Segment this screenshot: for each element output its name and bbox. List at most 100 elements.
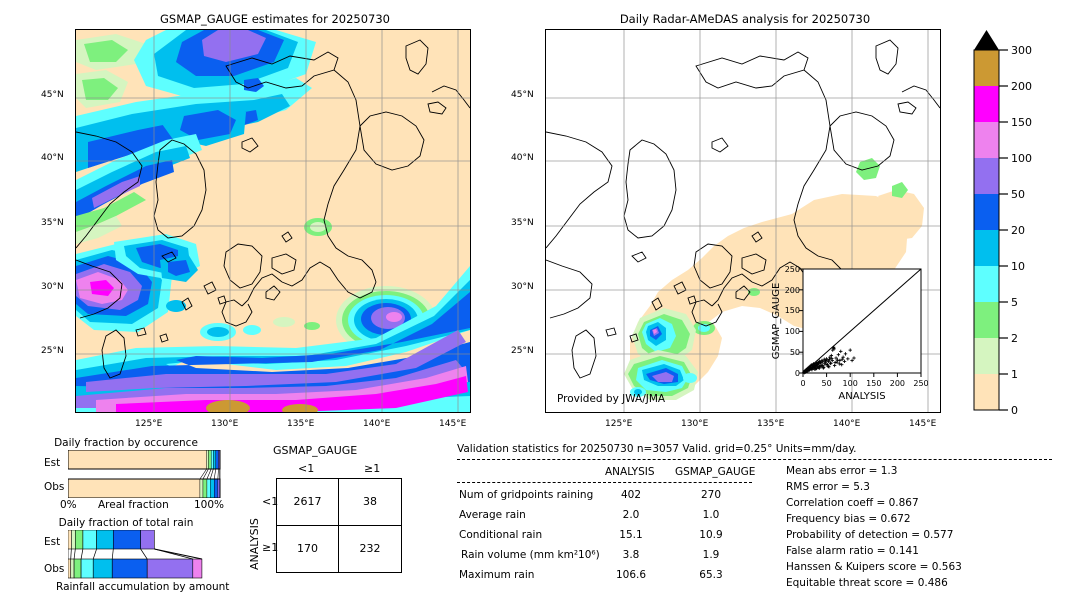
validation-row-analysis-4: 106.6: [615, 569, 647, 581]
validation-row-gsmap-3: 1.9: [702, 549, 720, 561]
contingency-row-group-label: ANALYSIS: [248, 518, 261, 570]
right-lon-tick-140: 140°E: [833, 419, 861, 429]
right-lat-tick-35: 35°N: [511, 218, 534, 228]
validation-col-rule: [457, 482, 752, 483]
left-lat-tick-35: 35°N: [41, 218, 64, 228]
left-lat-tick-40: 40°N: [41, 153, 64, 163]
svg-text:200: 200: [890, 379, 905, 388]
validation-row-gsmap-1: 1.0: [702, 509, 720, 521]
validation-score-4: Probability of detection = 0.577: [786, 529, 954, 541]
gsmap-gauge-map: [75, 29, 471, 413]
scatter-inset: 250 200 150 100 50 0 0 50 100 150 200 250 ANAL…: [765, 263, 930, 413]
svg-text:0: 0: [1011, 404, 1018, 417]
svg-text:100: 100: [785, 327, 800, 336]
right-panel-title: Daily Radar-AMeDAS analysis for 20250730: [619, 12, 871, 26]
validation-score-3: Frequency bias = 0.672: [786, 513, 911, 525]
svg-text:2: 2: [1011, 332, 1018, 345]
left-lon-tick-130: 130°E: [211, 419, 239, 429]
svg-text:50: 50: [790, 348, 800, 357]
precipitation-colorbar: 300 200 150 100 50 20 10 5 2 1 0: [966, 28, 1076, 420]
validation-score-2: Correlation coeff = 0.867: [786, 497, 919, 509]
occurrence-bars: [68, 450, 221, 498]
validation-score-7: Equitable threat score = 0.486: [786, 577, 948, 589]
right-lon-tick-130: 130°E: [681, 419, 709, 429]
left-lon-tick-145: 145°E: [439, 419, 467, 429]
validation-row-label-1: Average rain: [459, 509, 526, 521]
right-lat-tick-45: 45°N: [511, 90, 534, 100]
contingency-cell-0-1: 38: [339, 479, 401, 526]
validation-row-analysis-0: 402: [620, 489, 642, 501]
contingency-row-header-1: ≥1: [262, 541, 279, 554]
data-credit: Provided by JWA/JMA: [557, 393, 666, 405]
total-rain-bars-svg: [68, 530, 203, 579]
total-rain-row-label-est: Est: [44, 536, 61, 548]
validation-row-label-0: Num of gridpoints raining: [459, 489, 594, 501]
validation-row-gsmap-4: 65.3: [699, 569, 723, 581]
validation-header: Validation statistics for 20250730 n=305…: [457, 443, 857, 455]
validation-row-label-4: Maximum rain: [459, 569, 535, 581]
svg-text:300: 300: [1011, 44, 1032, 57]
svg-text:200: 200: [1011, 80, 1032, 93]
scatter-ylabel: GSMAP_GAUGE: [771, 283, 782, 360]
validation-score-6: Hanssen & Kuipers score = 0.563: [786, 561, 962, 573]
left-lat-tick-30: 30°N: [41, 282, 64, 292]
colorbar-over-arrow: [974, 30, 999, 50]
total-rain-row-label-obs: Obs: [44, 563, 65, 575]
validation-row-label-2: Conditional rain: [459, 529, 543, 541]
validation-col-header-gsmap: GSMAP_GAUGE: [675, 466, 756, 478]
scatter-xlabel: ANALYSIS: [838, 391, 885, 402]
occurrence-axis-label: Areal fraction: [98, 499, 169, 511]
contingency-col-group-label: GSMAP_GAUGE: [273, 444, 358, 457]
validation-row-gsmap-2: 10.9: [699, 529, 723, 541]
svg-text:250: 250: [913, 379, 928, 388]
svg-text:100: 100: [843, 379, 858, 388]
contingency-row-header-0: <1: [262, 495, 279, 508]
validation-score-5: False alarm ratio = 0.141: [786, 545, 919, 557]
scatter-inset-svg: 250 200 150 100 50 0 0 50 100 150 200 250 ANAL…: [771, 265, 929, 402]
svg-text:150: 150: [1011, 116, 1032, 129]
contingency-cell-1-0: 170: [277, 525, 339, 572]
validation-row-analysis-1: 2.0: [622, 509, 640, 521]
svg-text:1: 1: [1011, 368, 1018, 381]
svg-text:200: 200: [785, 286, 800, 295]
svg-text:50: 50: [822, 379, 832, 388]
right-lat-tick-30: 30°N: [511, 282, 534, 292]
right-lon-tick-145: 145°E: [909, 419, 937, 429]
validation-row-gsmap-0: 270: [700, 489, 722, 501]
left-lat-tick-25: 25°N: [41, 346, 64, 356]
occurrence-row-label-est: Est: [44, 457, 61, 469]
svg-text:10: 10: [1011, 260, 1025, 273]
validation-score-1: RMS error = 5.3: [786, 481, 870, 493]
validation-header-rule: [457, 459, 1052, 460]
validation-row-analysis-2: 15.1: [619, 529, 643, 541]
svg-text:0: 0: [800, 379, 805, 388]
contingency-col-header-0: <1: [298, 462, 315, 475]
total-rain-axis-label: Rainfall accumulation by amount: [56, 581, 230, 593]
right-lat-tick-40: 40°N: [511, 153, 534, 163]
svg-text:150: 150: [866, 379, 881, 388]
validation-col-header-analysis: ANALYSIS: [605, 466, 655, 478]
left-lat-tick-45: 45°N: [41, 90, 64, 100]
total-rain-chart-title: Daily fraction of total rain: [58, 517, 194, 529]
occurrence-axis-min: 0%: [60, 499, 77, 511]
right-lon-tick-135: 135°E: [757, 419, 785, 429]
contingency-table: 2617 38 170 232: [276, 478, 402, 573]
right-lon-tick-125: 125°E: [605, 419, 633, 429]
gsmap-gauge-map-svg: [76, 30, 470, 412]
contingency-cell-0-0: 2617: [277, 479, 339, 526]
left-lon-tick-140: 140°E: [363, 419, 391, 429]
validation-score-0: Mean abs error = 1.3: [786, 465, 898, 477]
svg-text:250: 250: [785, 265, 800, 274]
occurrence-axis-max: 100%: [194, 499, 225, 511]
left-lon-tick-125: 125°E: [135, 419, 163, 429]
svg-text:100: 100: [1011, 152, 1032, 165]
occurrence-bars-svg: [68, 450, 221, 498]
occurrence-chart-title: Daily fraction by occurence: [54, 437, 198, 449]
svg-text:20: 20: [1011, 224, 1025, 237]
validation-row-label-3: Rain volume (mm km²10⁶): [461, 549, 600, 561]
svg-text:150: 150: [785, 306, 800, 315]
occurrence-row-label-obs: Obs: [44, 481, 65, 493]
svg-text:0: 0: [795, 369, 800, 378]
total-rain-bars: [68, 530, 221, 580]
contingency-col-header-1: ≥1: [364, 462, 381, 475]
